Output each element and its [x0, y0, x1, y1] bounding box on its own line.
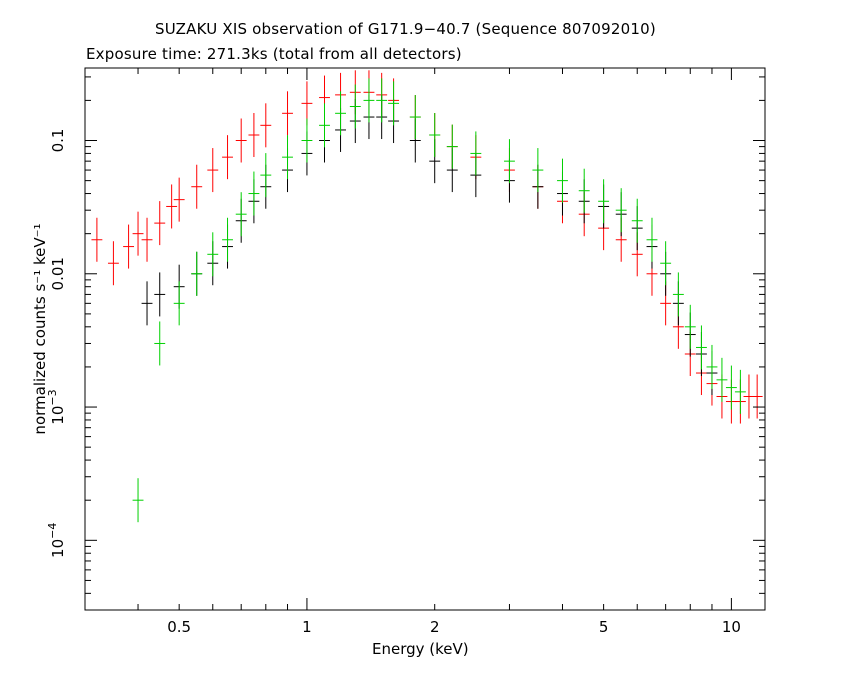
y-tick-label: 10−3 — [46, 389, 67, 424]
data-point — [207, 148, 219, 193]
x-tick-label: 10 — [722, 618, 741, 636]
data-point — [751, 374, 763, 419]
data-point — [260, 153, 272, 198]
data-point — [319, 103, 330, 148]
data-point — [154, 201, 166, 246]
data-point — [660, 241, 672, 286]
data-point — [532, 148, 544, 193]
plot-frame — [84, 67, 766, 611]
y-tick-label: 10−4 — [46, 523, 67, 558]
data-point — [91, 217, 103, 262]
data-point — [248, 171, 260, 216]
data-point — [598, 179, 610, 224]
data-point — [282, 135, 293, 180]
data-point — [684, 304, 696, 349]
data-point — [615, 188, 627, 233]
data-point — [282, 91, 293, 136]
x-axis-label: Energy (keV) — [372, 640, 469, 658]
data-point — [672, 272, 684, 317]
data-point — [207, 232, 219, 277]
chart-title: SUZAKU XIS observation of G171.9−40.7 (S… — [155, 20, 656, 38]
svg-text:10−4: 10−4 — [46, 523, 67, 558]
data-point — [349, 84, 361, 129]
data-point — [706, 344, 718, 389]
data-point — [301, 118, 313, 163]
data-point — [646, 217, 658, 262]
data-point — [191, 164, 203, 209]
data-point — [446, 124, 458, 169]
data-point — [631, 198, 643, 243]
axis-ticks: 0.5 1 2 5 10 0.1 0.01 10−3 10−4 — [46, 68, 765, 636]
data-point — [388, 81, 400, 126]
data-point — [248, 112, 260, 157]
svg-text:10−3: 10−3 — [46, 389, 67, 424]
data-point — [123, 224, 135, 269]
data-point — [376, 78, 388, 123]
y-tick-label: 0.01 — [49, 257, 67, 290]
data-point — [132, 211, 144, 256]
data-point — [301, 81, 313, 126]
x-tick-label: 0.5 — [167, 618, 191, 636]
data-point — [363, 78, 375, 123]
x-tick-label: 1 — [302, 618, 312, 636]
y-tick-label: 0.1 — [49, 129, 67, 153]
data-point — [335, 91, 346, 136]
data-point — [716, 357, 728, 402]
data-point — [107, 241, 119, 286]
data-point — [578, 168, 590, 213]
data-point — [191, 251, 203, 296]
x-tick-label: 5 — [599, 618, 609, 636]
svg-text:0.01: 0.01 — [49, 257, 67, 290]
svg-text:0.1: 0.1 — [49, 129, 67, 153]
data-point — [725, 365, 737, 410]
data-point — [734, 369, 746, 414]
data-point — [235, 192, 247, 237]
data-point — [235, 118, 247, 163]
data-point — [154, 272, 166, 317]
data-point — [557, 158, 568, 203]
data-point — [222, 217, 233, 262]
data-point — [260, 103, 272, 148]
data-point — [173, 281, 185, 326]
chart-subtitle: Exposure time: 271.3ks (total from all d… — [86, 45, 462, 63]
data-point — [173, 177, 185, 222]
data-point — [470, 131, 482, 176]
data-point — [695, 325, 707, 370]
data-point — [166, 184, 178, 229]
data-point — [141, 281, 153, 326]
data-point — [154, 321, 166, 366]
data-point — [132, 478, 144, 523]
data-point — [141, 217, 153, 262]
series-layer — [91, 70, 763, 523]
series-0 — [91, 70, 763, 424]
data-point — [429, 112, 441, 157]
data-point — [222, 135, 233, 180]
data-point — [409, 95, 421, 140]
x-tick-label: 2 — [430, 618, 440, 636]
series-2 — [132, 78, 746, 523]
data-point — [504, 139, 515, 184]
